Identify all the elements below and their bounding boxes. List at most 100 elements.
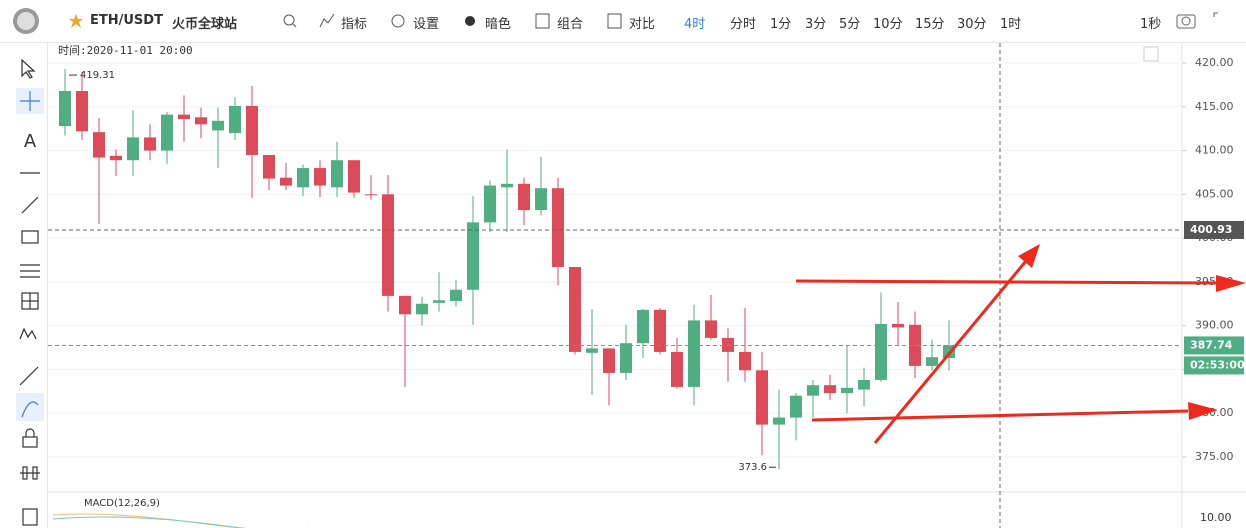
max-label: 419.31 xyxy=(80,70,115,81)
crosshair-time: 时间:2020-11-01 20:00 xyxy=(58,44,193,57)
candle-body xyxy=(399,295,411,315)
tool-icons: A xyxy=(16,58,44,526)
candle-body xyxy=(926,357,938,366)
candle-body xyxy=(518,183,530,211)
candle-body xyxy=(756,370,768,425)
candle-body xyxy=(875,323,887,380)
candle-body xyxy=(433,300,445,303)
candle-body xyxy=(705,320,717,338)
candle-body xyxy=(212,120,224,131)
candle-body xyxy=(382,194,394,296)
candle-body xyxy=(858,379,870,390)
expand-icon[interactable] xyxy=(1143,46,1159,62)
interval[interactable]: 30分 xyxy=(957,17,987,32)
y-tick-label: 415.00 xyxy=(1195,100,1234,113)
chart: 时间:2020-11-01 20:00 MACD(12,26,9) 10.00 … xyxy=(48,43,1246,528)
candle-body xyxy=(246,105,258,155)
toolbar: ETH/USDT 火币全球站 指标 设置 暗色 组合 对比 4时 分时 1分 3… xyxy=(0,0,1246,43)
interval[interactable]: 3分 xyxy=(805,17,827,32)
candle-body xyxy=(59,91,71,127)
interval[interactable]: 分时 xyxy=(730,17,757,32)
candle-body xyxy=(280,177,292,186)
speed[interactable]: 1秒 xyxy=(1140,17,1162,32)
candle-body xyxy=(263,154,275,179)
candle-body xyxy=(620,343,632,373)
candle-body xyxy=(331,160,343,188)
candle-body xyxy=(637,309,649,344)
candle-body xyxy=(552,188,564,267)
logo xyxy=(13,8,39,34)
candle-body xyxy=(450,289,462,302)
indicator-label: MACD(12,26,9) xyxy=(84,498,160,509)
annotation-arrows xyxy=(795,244,1246,444)
signal-line xyxy=(52,516,308,528)
interval[interactable]: 4时 xyxy=(684,17,706,32)
crosshair-price-label: 400.93 xyxy=(1190,223,1232,236)
search-icon[interactable] xyxy=(282,13,298,29)
interval[interactable]: 10分 xyxy=(873,17,903,32)
candle-body xyxy=(484,185,496,223)
candle-body xyxy=(790,395,802,418)
candle-body xyxy=(297,168,309,188)
star-icon[interactable] xyxy=(68,13,84,29)
min-label: 373.6 xyxy=(738,462,767,473)
interval[interactable]: 1分 xyxy=(770,17,792,32)
candle-body xyxy=(586,348,598,353)
toolbar-button[interactable]: 指标 xyxy=(341,17,368,32)
candle-body xyxy=(603,348,615,373)
candle-body xyxy=(195,117,207,125)
exchange: 火币全球站 xyxy=(172,17,238,32)
candle-body xyxy=(654,309,666,352)
text-tool[interactable]: A xyxy=(24,131,37,152)
candle-body xyxy=(892,323,904,328)
countdown-box xyxy=(1184,356,1244,375)
toolbar-icons xyxy=(319,13,622,29)
y-tick-label: 420.00 xyxy=(1195,56,1234,69)
y-tick-label: 390.00 xyxy=(1195,319,1234,332)
candle-body xyxy=(773,417,785,425)
candle-body xyxy=(314,168,326,186)
interval[interactable]: 15分 xyxy=(915,17,945,32)
candle-body xyxy=(722,337,734,352)
toolbar-button[interactable]: 组合 xyxy=(557,17,584,32)
candle-body xyxy=(161,114,173,151)
interval[interactable]: 5分 xyxy=(839,17,861,32)
y-tick-label: 405.00 xyxy=(1195,187,1234,200)
candle-body xyxy=(348,160,360,193)
candle-body xyxy=(110,155,122,161)
crosshair-price-box xyxy=(1184,220,1244,239)
candle-body xyxy=(467,222,479,290)
y-tick-label: 375.00 xyxy=(1195,450,1234,463)
candle-body xyxy=(229,105,241,134)
candle-body xyxy=(909,324,921,366)
toolbar-button[interactable]: 对比 xyxy=(629,17,656,32)
indicator-axis-label: 10.00 xyxy=(1200,511,1232,524)
candle-body xyxy=(807,385,819,396)
candle-body xyxy=(365,194,377,196)
candle-body xyxy=(569,267,581,352)
candle-body xyxy=(688,320,700,387)
candle-body xyxy=(416,303,428,315)
candle-body xyxy=(93,132,105,158)
candle-body xyxy=(824,385,836,394)
candle-body xyxy=(535,188,547,211)
symbol[interactable]: ETH/USDT xyxy=(90,13,163,28)
countdown-label: 02:53:00 xyxy=(1190,358,1245,371)
candle-body xyxy=(501,183,513,188)
candle-body xyxy=(127,137,139,161)
drawing-tools: A xyxy=(0,43,48,528)
last-price-label: 387.74 xyxy=(1190,338,1233,351)
candle-body xyxy=(178,114,190,120)
y-tick-label: 410.00 xyxy=(1195,144,1234,157)
candle-body xyxy=(841,387,853,394)
toolbar-button[interactable]: 暗色 xyxy=(485,17,512,32)
candle-body xyxy=(76,91,88,132)
candle-body xyxy=(144,137,156,151)
last-price-box xyxy=(1184,336,1244,355)
candle-body xyxy=(671,351,683,387)
candle-body xyxy=(739,351,751,371)
plot: 375.00380.00385.00390.00395.00400.00405.… xyxy=(48,56,1234,473)
interval[interactable]: 1时 xyxy=(1000,17,1022,32)
toolbar-button[interactable]: 设置 xyxy=(413,17,440,32)
